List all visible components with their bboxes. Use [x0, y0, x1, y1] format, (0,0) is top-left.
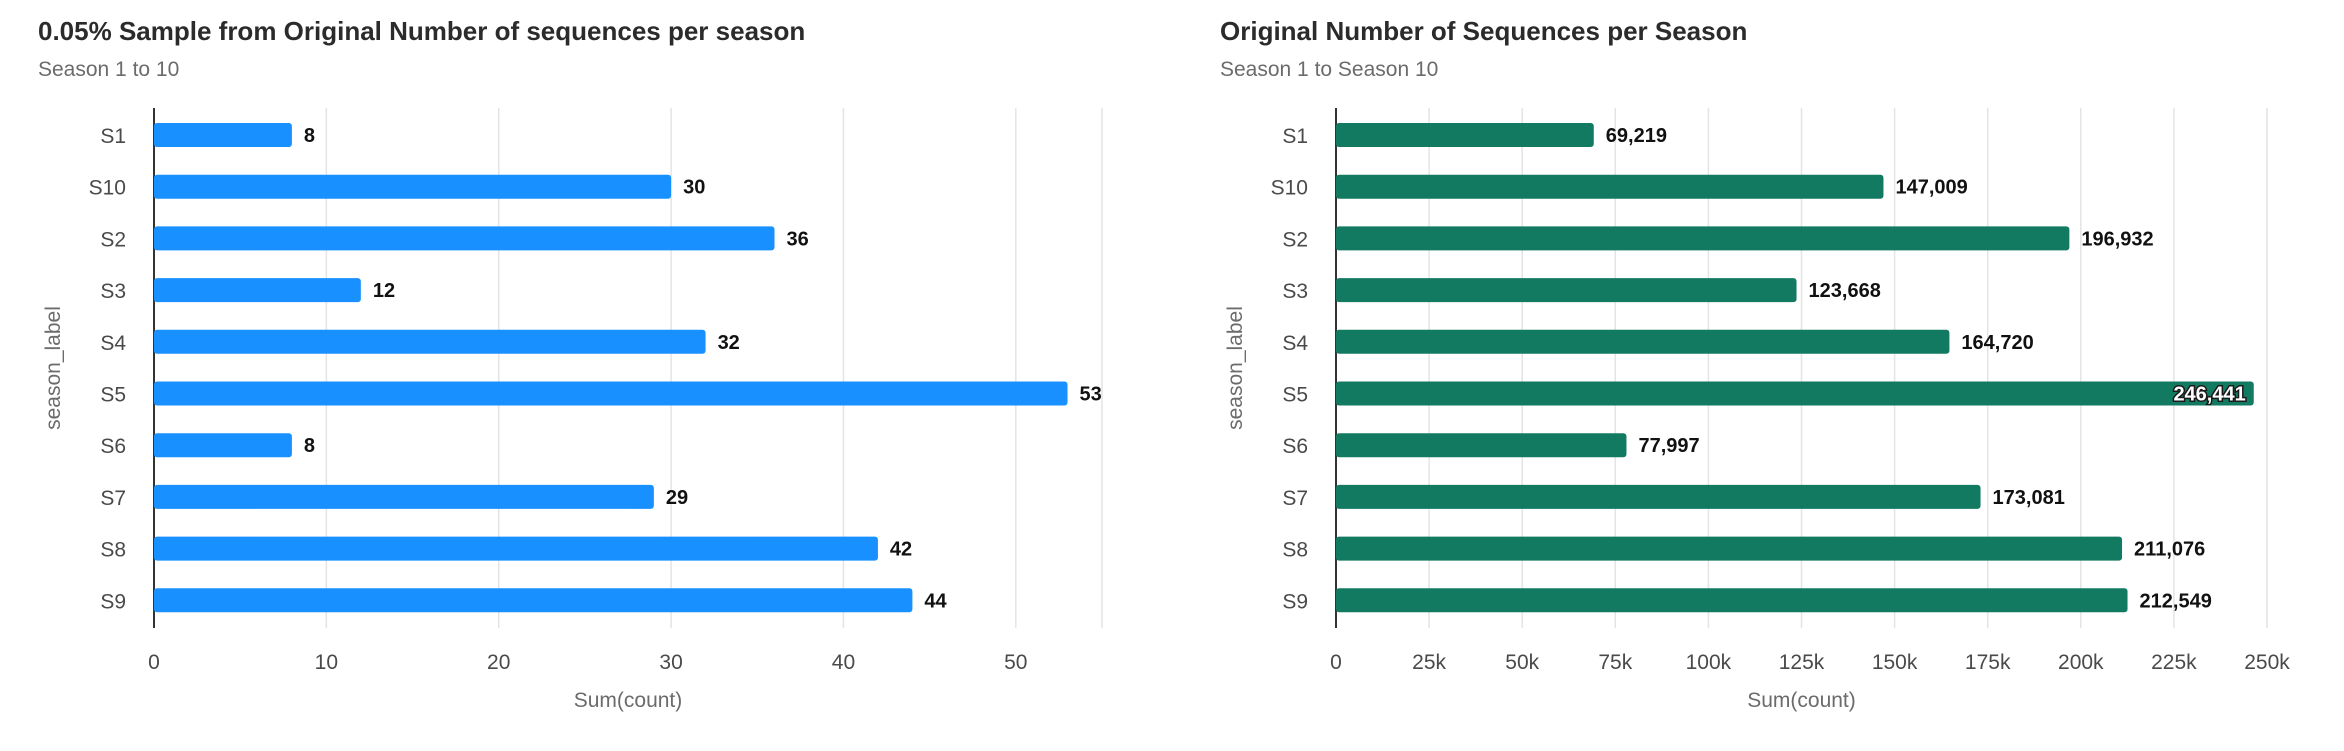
bar: [1336, 174, 1884, 199]
data-label: 8: [304, 125, 315, 147]
y-tick-label: S3: [100, 280, 126, 303]
y-tick-label: S10: [89, 177, 126, 200]
data-label: 42: [890, 539, 912, 561]
data-label: 212,549: [2140, 590, 2212, 612]
bar: [1336, 588, 2128, 613]
data-label: 29: [666, 487, 688, 509]
x-tick-label: 20: [487, 651, 510, 674]
x-tick-label: 40: [832, 651, 855, 674]
y-tick-label: S5: [100, 384, 126, 407]
bar: [1336, 536, 2123, 561]
x-axis-title: Sum(count): [574, 689, 683, 712]
x-tick-label: 100k: [1686, 651, 1732, 674]
chart-subtitle: Season 1 to 10: [38, 58, 180, 81]
chart-panel-left: 0.05% Sample from Original Number of seq…: [38, 16, 1103, 712]
bar: [154, 536, 878, 561]
bar: [1336, 123, 1594, 147]
bar: [1336, 381, 2254, 406]
y-tick-label: S7: [100, 487, 126, 510]
bar-chart-original: S1 69,219 S10 147,009 S2 196,932 S3 123,668 S4 16…: [1224, 108, 2290, 712]
bar: [1336, 278, 1797, 303]
y-tick-label: S9: [1282, 590, 1308, 613]
y-tick-label: S4: [1282, 332, 1308, 355]
x-tick-label: 175k: [1965, 651, 2011, 674]
x-tick-label: 200k: [2058, 651, 2104, 674]
data-label: 173,081: [1993, 487, 2065, 509]
x-tick-label: 75k: [1598, 651, 1632, 674]
x-tick-label: 30: [659, 651, 682, 674]
x-tick-label: 125k: [1779, 651, 1825, 674]
data-label: 30: [683, 177, 705, 199]
x-tick-label: 0: [1330, 651, 1342, 674]
y-tick-label: S7: [1282, 487, 1308, 510]
x-tick-label: 225k: [2151, 651, 2197, 674]
chart-subtitle: Season 1 to Season 10: [1220, 58, 1439, 81]
bar: [154, 484, 654, 509]
bar: [154, 329, 706, 354]
data-label: 36: [787, 228, 809, 250]
bar: [154, 588, 913, 613]
bar: [154, 123, 292, 147]
bar-chart-sample: S1 8 S10 30 S2 36 S3 12 S4 32 S5 53 S6 8 S7 29 S8 42 S9 44 0…: [42, 108, 1103, 712]
data-label: 77,997: [1638, 435, 1699, 457]
x-tick-label: 150k: [1872, 651, 1918, 674]
data-label: 53: [1080, 384, 1102, 406]
bar: [1336, 329, 1950, 354]
y-tick-label: S6: [100, 435, 126, 458]
data-label: 12: [373, 280, 395, 302]
y-tick-label: S10: [1271, 177, 1308, 200]
data-label: 246,441: [2173, 384, 2245, 406]
data-label: 8: [304, 435, 315, 457]
y-tick-label: S3: [1282, 280, 1308, 303]
data-label: 69,219: [1606, 125, 1667, 147]
bar: [1336, 226, 2070, 251]
bar: [154, 278, 361, 303]
x-tick-label: 50k: [1505, 651, 1539, 674]
bar: [154, 226, 775, 251]
bar: [1336, 484, 1981, 509]
x-axis-title: Sum(count): [1747, 689, 1856, 712]
data-label: 196,932: [2081, 228, 2153, 250]
bar: [154, 433, 292, 458]
y-axis-title: season_label: [42, 306, 65, 430]
data-label: 211,076: [2134, 539, 2205, 561]
data-label: 164,720: [1961, 332, 2033, 354]
bar: [154, 174, 672, 199]
chart-title: Original Number of Sequences per Season: [1220, 16, 1748, 46]
chart-panel-right: Original Number of Sequences per Season …: [1182, 0, 2344, 751]
x-tick-label: 10: [315, 651, 338, 674]
y-tick-label: S8: [100, 539, 126, 562]
y-tick-label: S8: [1282, 539, 1308, 562]
y-axis-title: season_label: [1224, 306, 1247, 430]
data-label: 147,009: [1895, 177, 1967, 199]
y-tick-label: S2: [1282, 228, 1308, 251]
x-tick-label: 50: [1004, 651, 1027, 674]
y-tick-label: S1: [100, 125, 126, 148]
y-tick-label: S1: [1282, 125, 1308, 148]
x-tick-label: 25k: [1412, 651, 1446, 674]
data-label: 123,668: [1809, 280, 1881, 302]
data-label: 32: [718, 332, 740, 354]
y-tick-label: S4: [100, 332, 126, 355]
y-tick-label: S9: [100, 590, 126, 613]
x-tick-label: 250k: [2244, 651, 2290, 674]
data-label: 44: [924, 590, 947, 612]
bar: [154, 381, 1068, 406]
chart-title: 0.05% Sample from Original Number of seq…: [38, 16, 806, 46]
x-tick-label: 0: [148, 651, 160, 674]
y-tick-label: S5: [1282, 384, 1308, 407]
y-tick-label: S6: [1282, 435, 1308, 458]
y-tick-label: S2: [100, 228, 126, 251]
bar: [1336, 433, 1627, 458]
